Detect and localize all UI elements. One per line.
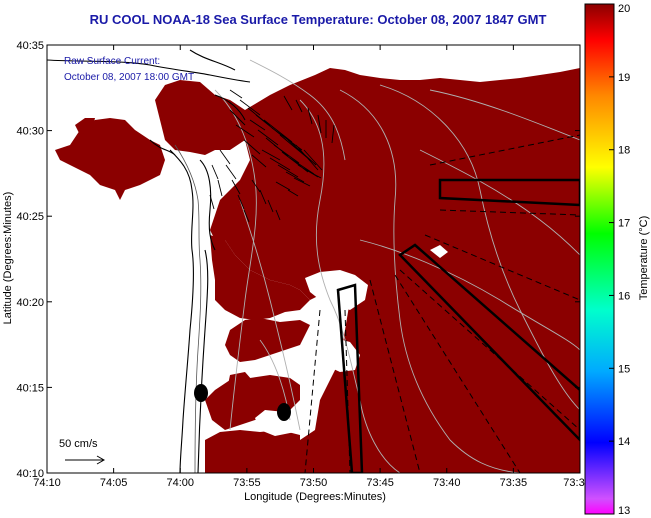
colorbar-label: Temperature (°C) [638, 216, 650, 300]
y-tick-label: 40:10 [16, 468, 44, 480]
x-axis-label: Longitude (Degrees:Minutes) [244, 491, 386, 503]
x-axis-ticks: 74:10 74:05 74:00 73:55 73:50 73:45 73:40 73:35… [33, 45, 585, 489]
x-tick-label: 74:00 [166, 477, 194, 489]
x-tick-label: 73:55 [233, 477, 261, 489]
map-area [47, 45, 580, 473]
x-tick-label: 73:45 [366, 477, 394, 489]
y-tick-label: 40:15 [16, 382, 44, 394]
scale-label: 50 cm/s [59, 438, 98, 450]
bathymetry-contours [214, 59, 580, 473]
figure-title: RU COOL NOAA-18 Sea Surface Temperature:… [90, 12, 547, 27]
coastline [47, 49, 251, 473]
range-lines [304, 134, 580, 473]
colorbar-ticks: 20 19 18 17 16 15 14 13 [609, 3, 630, 517]
y-tick-label: 40:20 [16, 297, 44, 309]
current-vectors [209, 89, 335, 223]
y-tick-label: 40:30 [16, 126, 44, 138]
no-data-gaps [255, 245, 448, 436]
y-axis-ticks: 40:35 40:30 40:25 40:20 40:15 40:10 [16, 40, 580, 480]
colorbar-tick-label: 20 [618, 3, 630, 15]
x-tick-label: 73:50 [300, 477, 328, 489]
survey-boxes [336, 178, 580, 473]
y-tick-label: 40:35 [16, 40, 44, 52]
x-tick-label: 73:35 [500, 477, 528, 489]
colorbar-tick-label: 13 [618, 505, 630, 517]
colorbar-tick-label: 19 [618, 72, 630, 84]
colorbar-tick-label: 14 [618, 436, 630, 448]
colorbar-tick-label: 17 [618, 218, 630, 230]
y-tick-label: 40:25 [16, 211, 44, 223]
current-legend-line1: Raw Surface Current: [64, 56, 160, 67]
x-tick-label: 74:05 [100, 477, 128, 489]
y-axis-label: Latitude (Degrees:Minutes) [2, 192, 14, 325]
x-tick-label: 73:40 [433, 477, 461, 489]
colorbar-tick-label: 15 [618, 363, 630, 375]
island-marker [277, 403, 291, 421]
island-marker [194, 384, 208, 402]
colorbar [584, 3, 615, 515]
scale-arrow [65, 455, 106, 465]
colorbar-tick-label: 16 [618, 290, 630, 302]
x-tick-label: 74:10 [33, 477, 61, 489]
colorbar-tick-label: 18 [618, 145, 630, 157]
current-legend-line2: October 08, 2007 18:00 GMT [64, 72, 194, 83]
x-tick-label: 73:3 [563, 477, 584, 489]
